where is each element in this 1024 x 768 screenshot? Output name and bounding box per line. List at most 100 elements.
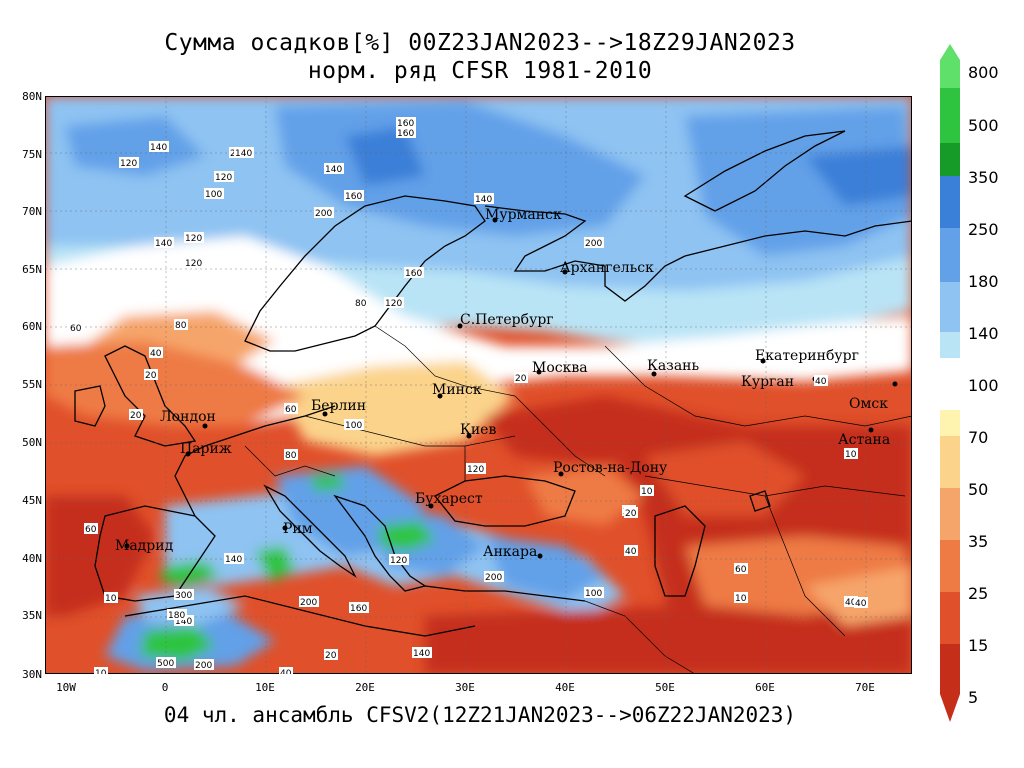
contour-label: 200 <box>315 209 332 219</box>
contour-label-bg <box>149 347 163 358</box>
lat-label: 30N <box>22 668 42 681</box>
city-marker <box>562 269 568 275</box>
contour-label-bg <box>640 485 654 496</box>
contour-label-bg <box>144 369 158 380</box>
contour-label: 120 <box>120 159 137 169</box>
contour-label-bg <box>624 545 638 556</box>
contour-label: 10 <box>95 669 107 674</box>
contour-label-bg <box>324 649 338 660</box>
lon-label: 50E <box>655 681 675 694</box>
city-label-astana: Астана <box>838 432 890 448</box>
lat-label: 75N <box>22 148 42 161</box>
contour-label: 300 <box>175 591 192 601</box>
contour-label: 140 <box>175 617 192 627</box>
chart-title: Сумма осадков[%] 00Z23JAN2023-->18Z29JAN… <box>164 30 796 56</box>
map-frame <box>45 96 912 674</box>
contour-label-bg <box>412 647 432 658</box>
contour-label-bg <box>844 448 858 459</box>
city-label-omsk: Омск <box>849 396 888 412</box>
contour-label-bg <box>174 615 194 626</box>
colorbar-label: 500 <box>968 116 999 135</box>
colorbar-arrow-top <box>940 44 960 60</box>
lat-label: 50N <box>22 436 42 449</box>
contour-label-bg <box>194 659 214 670</box>
city-label-kiev: Киев <box>460 422 496 438</box>
contour-label-bg <box>484 571 504 582</box>
contour-label-bg <box>404 267 424 278</box>
city-marker <box>892 381 898 387</box>
contour-label: 100 <box>205 190 222 200</box>
city-label-kurgan: Курган <box>741 374 794 390</box>
contour-label: 100 <box>345 421 362 431</box>
colorbar-label: 250 <box>968 220 999 239</box>
contour-label: 100 <box>585 589 602 599</box>
city-label-kazan: Казань <box>647 358 699 374</box>
city-marker <box>282 525 288 531</box>
contour-label: 160 <box>397 119 414 129</box>
city-label-ankara: Анкара <box>483 544 537 560</box>
contour-label: 40 <box>855 599 867 609</box>
city-marker <box>537 553 543 559</box>
contour-label-bg <box>149 141 169 152</box>
city-label-madrid: Мадрид <box>115 538 174 554</box>
contour-label: 200 <box>485 573 502 583</box>
city-label-paris: Париж <box>180 441 232 457</box>
city-label-spb: С.Петербург <box>460 312 554 328</box>
contour-label: 80 <box>285 451 297 461</box>
contour-label-bg <box>84 523 98 534</box>
contour-label-bg <box>174 319 188 330</box>
contour-label-bg <box>279 667 293 674</box>
contour-label: 160 <box>350 604 367 614</box>
city-marker <box>124 543 130 549</box>
contour-label: 200 <box>300 598 317 608</box>
contour-label-bg <box>224 553 244 564</box>
contour-label: 10 <box>105 594 117 604</box>
contour-label: 10 <box>845 450 857 460</box>
city-marker <box>202 423 208 429</box>
contour-label: 140 <box>155 239 172 249</box>
colorbar-label: 50 <box>968 480 989 499</box>
colorbar-cell <box>940 228 960 282</box>
contour-label-bg <box>396 127 416 138</box>
lon-label: 0 <box>161 681 169 694</box>
city-marker <box>536 369 542 375</box>
contour-label-bg <box>344 419 364 430</box>
precip-fields <box>45 96 912 674</box>
city-marker <box>185 451 191 457</box>
contour-label: 140 <box>235 149 252 159</box>
contour-label-bg <box>234 147 254 158</box>
contour-label-bg <box>314 207 334 218</box>
lat-label: 60N <box>22 320 42 333</box>
borders <box>244 325 912 674</box>
colorbar-cell <box>940 410 960 436</box>
city-label-minsk: Минск <box>432 382 482 398</box>
colorbar-cell <box>940 436 960 488</box>
colorbar-cell <box>940 540 960 592</box>
colorbar-cell <box>940 143 960 176</box>
contour-label: 40 <box>150 349 162 359</box>
contour-label-bg <box>814 375 828 386</box>
contour-label: 160 <box>405 269 422 279</box>
contour-label: 120 <box>385 299 402 309</box>
contour-label: 160 <box>397 129 414 139</box>
colorbar-cell <box>940 176 960 228</box>
city-marker <box>868 427 874 433</box>
city-label-yekaterinburg: Екатеринбург <box>755 348 859 364</box>
city-label-rostov: Ростов-на-Дону <box>553 460 668 476</box>
contour-label-bg <box>734 592 748 603</box>
contour-label: 80 <box>355 299 367 309</box>
colorbar-label: 5 <box>968 688 979 707</box>
contour-label: 500 <box>157 659 174 669</box>
contour-label-bg <box>584 587 604 598</box>
contour-label-bg <box>584 237 604 248</box>
colorbar <box>940 44 960 722</box>
contour-label-bg <box>94 667 108 674</box>
city-label-murmansk: Мурманск <box>485 207 562 223</box>
colorbar-cell <box>940 644 960 694</box>
contour-label-bg <box>284 403 298 414</box>
contour-label: 60 <box>735 565 747 575</box>
contour-label: 140 <box>150 143 167 153</box>
lon-label: 40E <box>555 681 575 694</box>
contour-label-bg <box>389 554 409 565</box>
city-marker <box>492 217 498 223</box>
